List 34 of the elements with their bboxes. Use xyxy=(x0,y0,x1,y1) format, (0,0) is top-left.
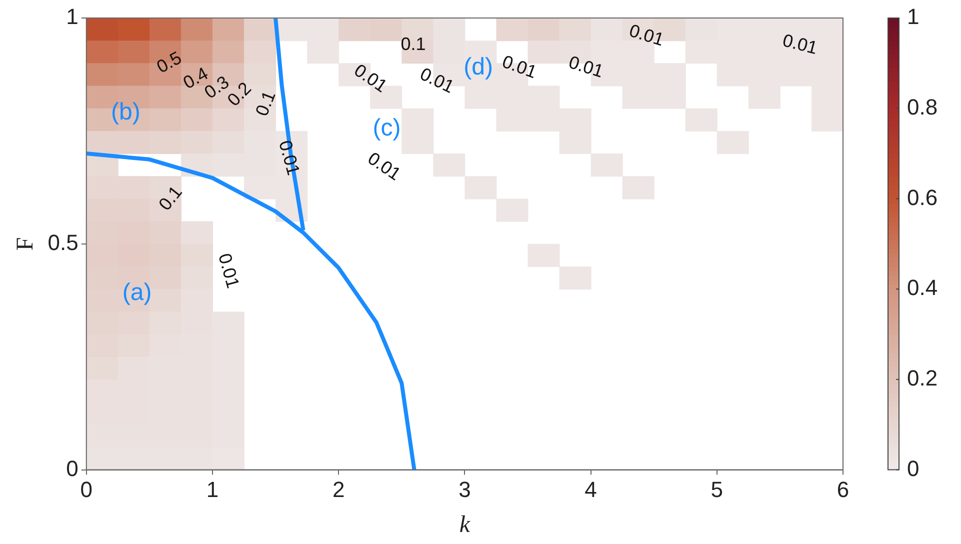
annotation: 0.1 xyxy=(252,88,280,119)
annotation: 0.1 xyxy=(400,34,426,54)
annotation: (c) xyxy=(372,114,401,142)
x-tick-label: 2 xyxy=(332,477,345,502)
x-tick-label: 4 xyxy=(584,477,597,502)
annotation: (b) xyxy=(111,98,140,126)
y-tick-label: 0.5 xyxy=(48,230,78,255)
annotation: 0.1 xyxy=(154,182,186,214)
x-tick-label: 6 xyxy=(836,477,850,502)
color-bar-label: 1 xyxy=(907,4,920,30)
y-tick-label: 0 xyxy=(66,456,78,481)
annotation: 0.01 xyxy=(214,251,244,290)
x-axis-title: k xyxy=(459,512,470,538)
annotation: 0.01 xyxy=(364,148,404,184)
annotation: 0.01 xyxy=(275,138,304,178)
annotation: (d) xyxy=(464,53,493,80)
annotation: 0.01 xyxy=(350,60,391,96)
x-tick-label: 3 xyxy=(458,477,471,502)
color-bar-label: 0.6 xyxy=(907,184,938,210)
x-tick-label: 1 xyxy=(206,477,219,502)
annotation: 0.01 xyxy=(780,30,820,58)
annotation: 0.01 xyxy=(500,51,540,82)
annotation: 0.01 xyxy=(566,52,606,82)
color-bar-label: 0 xyxy=(907,456,920,481)
color-bar-label: 0.8 xyxy=(907,94,938,120)
annotation: 0.01 xyxy=(626,20,666,50)
annotation: (a) xyxy=(122,279,152,306)
annotation: 0.01 xyxy=(417,64,458,97)
color-bar-label: 0.4 xyxy=(907,275,938,300)
annotation: 0.5 xyxy=(153,48,185,78)
x-tick-label: 5 xyxy=(710,477,724,502)
y-axis-title: F xyxy=(12,237,39,251)
color-bar-label: 0.2 xyxy=(907,366,938,391)
y-tick-label: 1 xyxy=(66,4,78,30)
